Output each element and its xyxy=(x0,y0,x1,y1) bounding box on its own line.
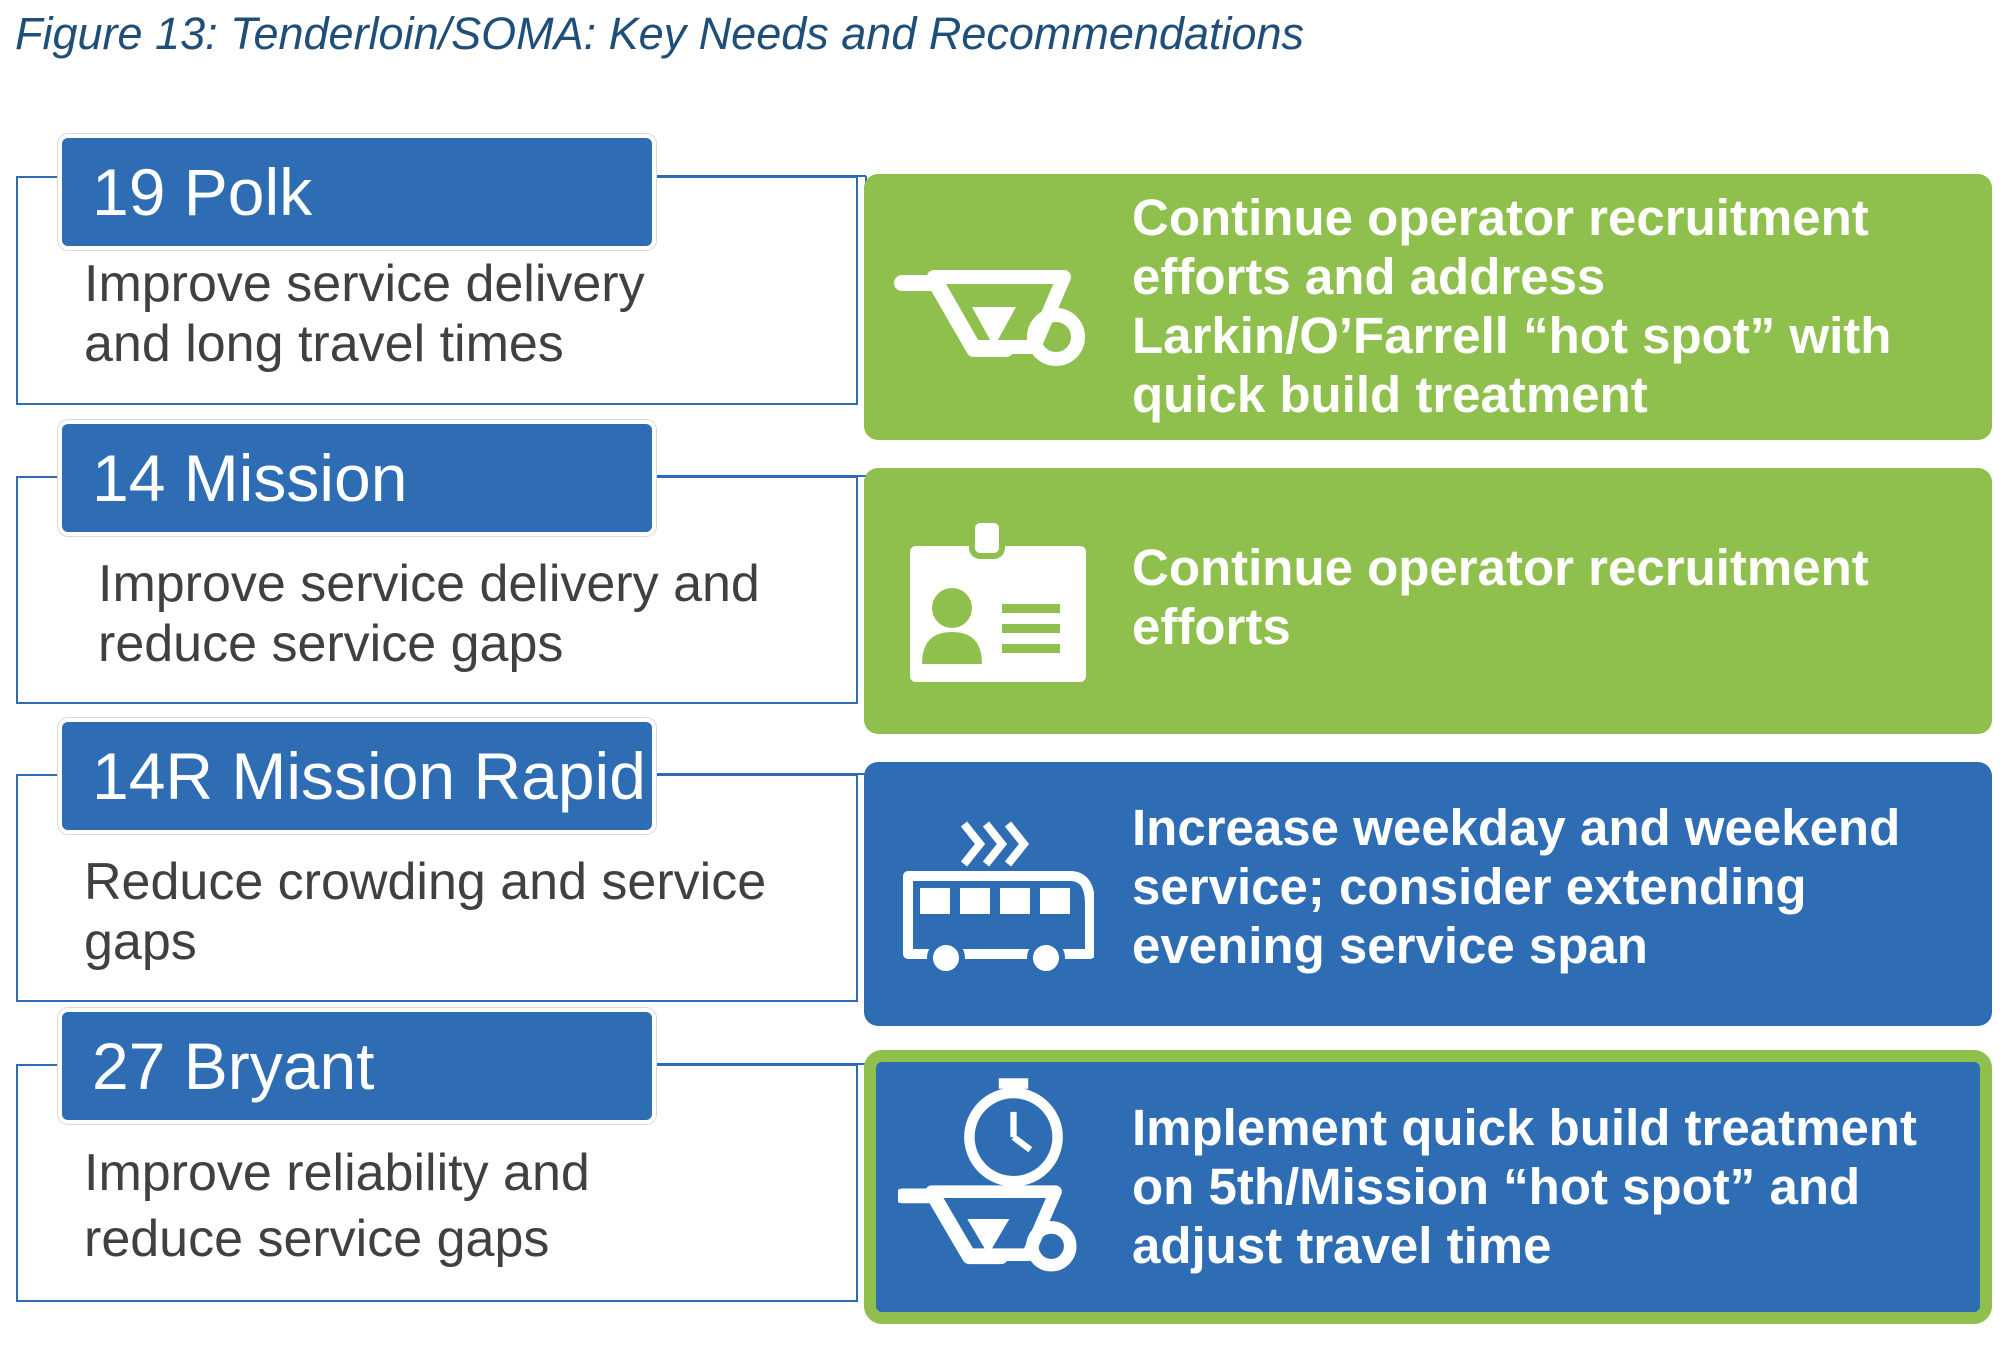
recommendation-card: Increase weekday and weekend service; co… xyxy=(864,762,1992,1026)
route-need: Reduce crowding and service gaps xyxy=(84,853,767,971)
route-tab: 14 Mission xyxy=(62,424,652,532)
id-badge-icon xyxy=(910,517,1086,682)
figure-caption: Figure 13: Tenderloin/SOMA: Key Needs an… xyxy=(15,8,1305,59)
recommendation-text: Implement quick build treatment on 5th/M… xyxy=(1132,1099,1917,1274)
route-name: 19 Polk xyxy=(92,155,313,229)
recommendation-text: Increase weekday and weekend service; co… xyxy=(1132,799,1901,974)
route-need: Improve reliability and reduce service g… xyxy=(84,1144,590,1268)
route-need: Improve service delivery and long travel… xyxy=(84,255,645,373)
recommendation-card: Continue operator recruitment efforts an… xyxy=(864,174,1992,440)
stopwatch-wheelbarrow-icon xyxy=(898,1078,1077,1272)
route-tab: 14R Mission Rapid xyxy=(62,722,652,830)
route-tab: 19 Polk xyxy=(62,138,652,246)
recommendation-text: Continue operator recruitment efforts an… xyxy=(1132,189,1892,423)
wheelbarrow-icon xyxy=(894,270,1085,366)
route-name: 14 Mission xyxy=(92,441,408,515)
recommendation-text: Continue operator recruitment efforts xyxy=(1132,539,1869,655)
route-name: 14R Mission Rapid xyxy=(92,739,646,813)
route-tab: 27 Bryant xyxy=(62,1012,652,1120)
route-name: 27 Bryant xyxy=(92,1029,375,1103)
recommendation-card: Implement quick build treatment on 5th/M… xyxy=(864,1050,1992,1324)
route-need: Improve service delivery and reduce serv… xyxy=(98,555,760,673)
recommendation-card: Continue operator recruitment efforts xyxy=(864,468,1992,734)
fast-bus-icon xyxy=(903,821,1094,977)
